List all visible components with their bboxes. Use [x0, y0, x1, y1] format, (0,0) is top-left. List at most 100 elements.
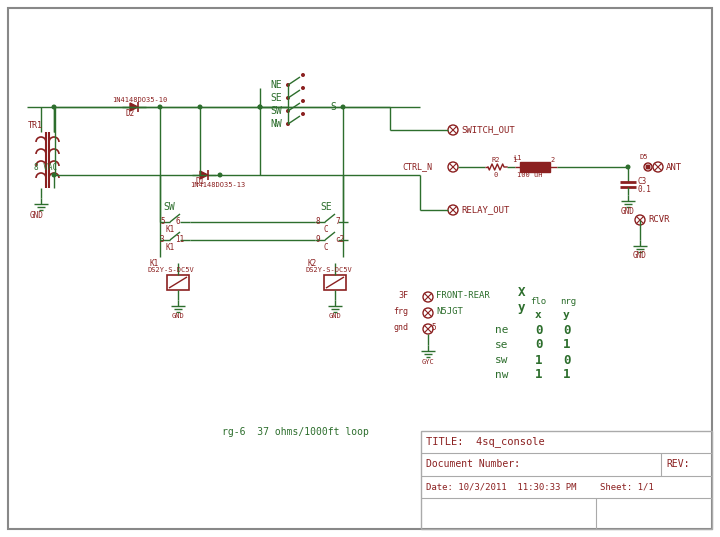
Text: SE: SE [320, 202, 332, 212]
Circle shape [301, 99, 305, 103]
Circle shape [258, 105, 263, 110]
Bar [324, 275, 346, 290]
Text: 0: 0 [535, 338, 542, 352]
Text: C: C [324, 226, 328, 235]
Text: frg: frg [393, 307, 408, 316]
Text: SWITCH_OUT: SWITCH_OUT [461, 126, 515, 134]
Text: X: X [518, 286, 526, 299]
Text: x: x [535, 310, 541, 320]
Text: 11: 11 [175, 236, 184, 244]
Text: sw: sw [495, 355, 508, 365]
Circle shape [286, 109, 290, 113]
Text: 5: 5 [160, 217, 165, 227]
Text: SW: SW [270, 106, 282, 116]
Text: y: y [563, 310, 570, 320]
Circle shape [197, 105, 202, 110]
Circle shape [301, 73, 305, 77]
Text: 1: 1 [535, 368, 542, 381]
Circle shape [217, 172, 222, 178]
Text: nw: nw [495, 370, 508, 380]
Circle shape [258, 105, 263, 110]
Text: Date: 10/3/2011  11:30:33 PM: Date: 10/3/2011 11:30:33 PM [426, 483, 577, 491]
Text: K1: K1 [165, 226, 174, 235]
Text: K2: K2 [307, 258, 316, 267]
Text: GYC: GYC [422, 359, 434, 365]
Text: 0: 0 [563, 323, 570, 337]
Text: FRONT-REAR: FRONT-REAR [436, 291, 490, 300]
Text: 9: 9 [315, 236, 320, 244]
Polygon shape [200, 171, 208, 179]
Circle shape [286, 83, 290, 87]
Text: S--: S-- [330, 102, 348, 112]
Circle shape [646, 164, 650, 170]
Text: C3: C3 [638, 178, 647, 186]
Text: C: C [324, 243, 328, 252]
Text: 8 VAC: 8 VAC [34, 163, 57, 172]
Text: 1: 1 [563, 338, 570, 352]
Text: SW: SW [163, 202, 175, 212]
Text: NE: NE [270, 80, 282, 90]
Text: RELAY_OUT: RELAY_OUT [461, 206, 509, 214]
Circle shape [301, 86, 305, 90]
Text: ANT: ANT [666, 163, 682, 171]
Text: RCVR: RCVR [648, 215, 670, 224]
Text: 0: 0 [563, 353, 570, 366]
Text: NW: NW [270, 119, 282, 129]
Text: 7: 7 [335, 217, 340, 227]
Text: D2: D2 [126, 108, 135, 118]
Text: c2: c2 [335, 236, 344, 244]
Text: y: y [518, 301, 526, 315]
Text: REV:: REV: [666, 459, 690, 469]
Text: DS2Y-S-DC5V: DS2Y-S-DC5V [148, 267, 194, 273]
Text: R2: R2 [492, 157, 500, 163]
Text: K1: K1 [165, 243, 174, 252]
Text: 1: 1 [535, 353, 542, 366]
Text: K1: K1 [150, 258, 159, 267]
Text: 1N4148DO35-10: 1N4148DO35-10 [112, 97, 167, 103]
Bar [520, 162, 550, 172]
Bar [167, 275, 189, 290]
Text: 0: 0 [493, 172, 498, 178]
Text: TITLE:  4sq_console: TITLE: 4sq_console [426, 437, 545, 447]
Text: CTRL_N: CTRL_N [402, 163, 432, 171]
Polygon shape [130, 103, 138, 111]
Circle shape [626, 164, 631, 170]
Text: 3: 3 [160, 236, 165, 244]
Text: D1: D1 [196, 177, 205, 185]
Circle shape [52, 105, 56, 110]
Text: 0: 0 [535, 323, 542, 337]
Text: 1N4148DO35-13: 1N4148DO35-13 [190, 182, 246, 188]
Circle shape [286, 96, 290, 100]
Text: TR1: TR1 [28, 120, 43, 129]
Text: N5JGT: N5JGT [436, 307, 463, 316]
Text: SE: SE [270, 93, 282, 103]
Text: GND: GND [621, 207, 635, 215]
Bar [421, 431, 712, 529]
Text: nrg: nrg [560, 297, 576, 307]
Text: 5: 5 [431, 323, 436, 331]
Text: D5: D5 [640, 154, 649, 160]
Circle shape [158, 105, 163, 110]
Text: gnd: gnd [393, 323, 408, 331]
Circle shape [286, 122, 290, 126]
Text: Document Number:: Document Number: [426, 459, 520, 469]
Text: flo: flo [530, 297, 546, 307]
Text: 2: 2 [550, 157, 554, 163]
Text: 100 uH: 100 uH [517, 172, 542, 178]
Text: GND: GND [171, 313, 184, 319]
Text: rg-6  37 ohms/1000ft loop: rg-6 37 ohms/1000ft loop [222, 427, 369, 437]
Text: 1: 1 [563, 368, 570, 381]
Circle shape [341, 105, 346, 110]
Circle shape [301, 112, 305, 116]
Text: se: se [495, 340, 508, 350]
Circle shape [52, 172, 56, 178]
Text: GND: GND [328, 313, 341, 319]
Text: 3F: 3F [398, 291, 408, 300]
Text: 6: 6 [175, 217, 179, 227]
Text: GND: GND [30, 211, 44, 220]
Text: 1: 1 [512, 157, 516, 163]
Text: ne: ne [495, 325, 508, 335]
Text: L1: L1 [513, 155, 521, 161]
Text: 8: 8 [315, 217, 320, 227]
Text: GND: GND [633, 251, 647, 260]
